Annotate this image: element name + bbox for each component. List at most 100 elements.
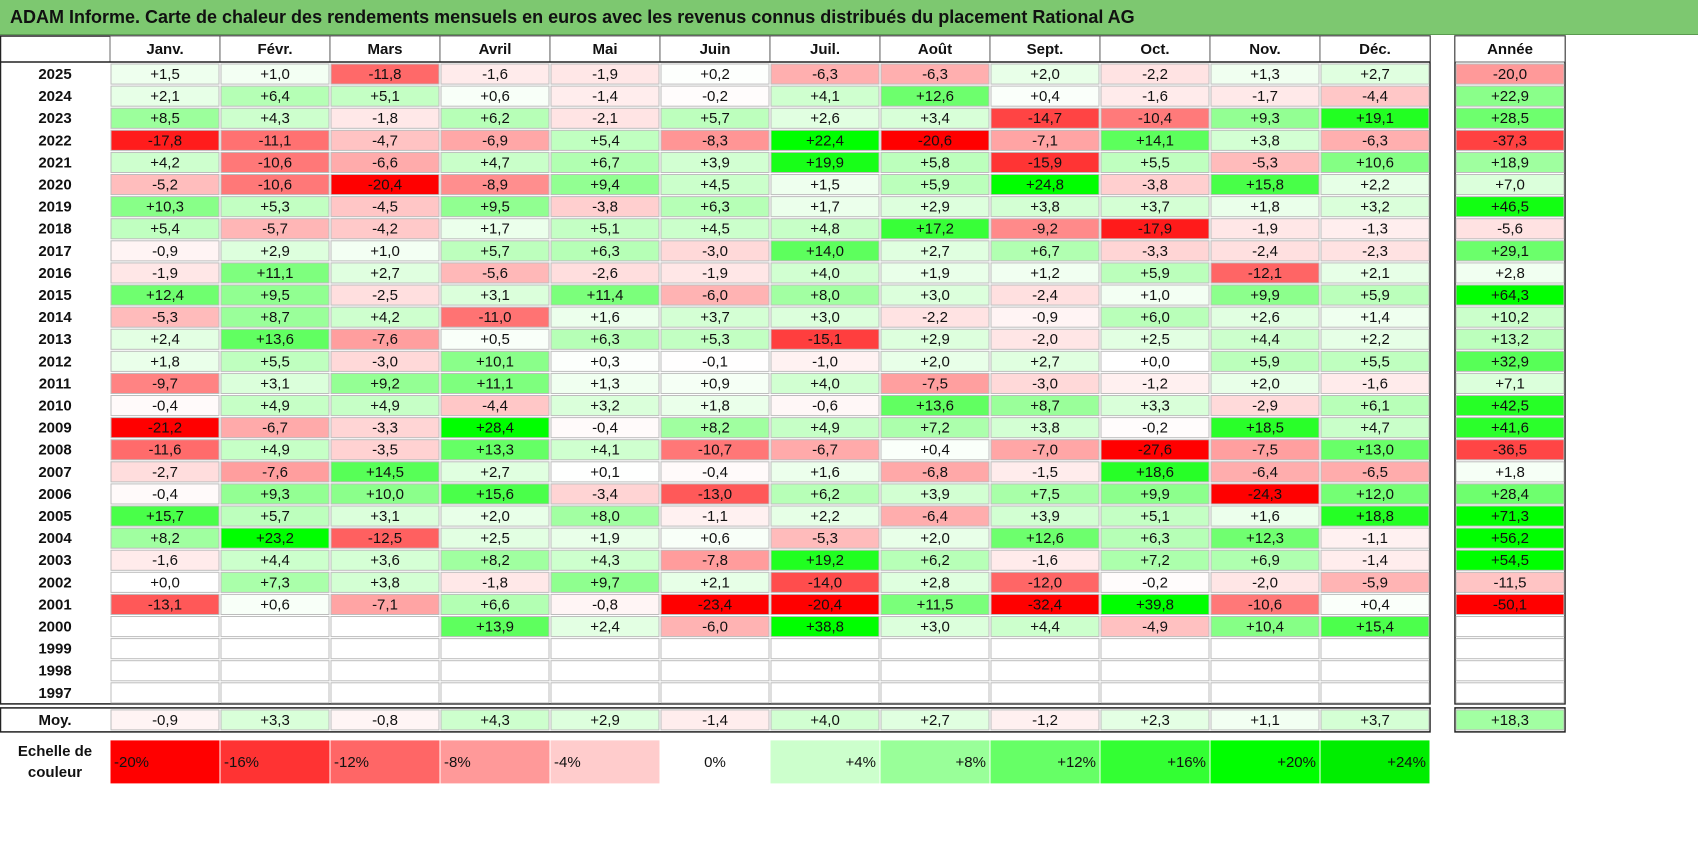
heat-cell bbox=[220, 417, 330, 439]
heat-cell bbox=[550, 85, 660, 107]
row-year-label: 2001 bbox=[38, 596, 71, 613]
cell-value: -12,5 bbox=[368, 530, 402, 547]
cell-value: +2,6 bbox=[1250, 309, 1280, 326]
annual-cell bbox=[1455, 129, 1565, 151]
cell-value: +4,3 bbox=[260, 110, 290, 127]
column-header: Sept. bbox=[1027, 41, 1064, 58]
heat-cell bbox=[880, 262, 990, 284]
cell-value: -2,4 bbox=[1252, 243, 1278, 260]
heat-cell bbox=[770, 483, 880, 505]
heat-cell bbox=[770, 395, 880, 417]
title-bar: ADAM Informe. Carte de chaleur des rende… bbox=[0, 0, 1698, 35]
heat-cell bbox=[990, 85, 1100, 107]
heat-cell bbox=[220, 571, 330, 593]
cell-value: +8,2 bbox=[480, 552, 510, 569]
heat-cell bbox=[880, 660, 990, 682]
cell-value: -23,4 bbox=[698, 596, 732, 613]
cell-value: -1,9 bbox=[152, 265, 178, 282]
cell-value: -14,0 bbox=[808, 574, 842, 591]
row-year-label: 2020 bbox=[38, 177, 71, 194]
heat-cell bbox=[660, 549, 770, 571]
heat-cell bbox=[330, 439, 440, 461]
scale-swatch bbox=[1319, 739, 1431, 785]
column-header: Janv. bbox=[146, 41, 183, 58]
heat-cell bbox=[1320, 174, 1430, 196]
row-year-label: 2014 bbox=[38, 309, 72, 326]
row-year-label: 2024 bbox=[38, 88, 72, 105]
heat-cell bbox=[110, 196, 220, 218]
heat-cell bbox=[770, 571, 880, 593]
heat-cell bbox=[660, 240, 770, 262]
annual-cell bbox=[1455, 527, 1565, 549]
heat-cell bbox=[770, 306, 880, 328]
cell-value: -3,8 bbox=[592, 199, 618, 216]
cell-value: +1,7 bbox=[810, 199, 840, 216]
heat-cell bbox=[550, 218, 660, 240]
cell-value: +8,2 bbox=[150, 530, 180, 547]
heat-cell bbox=[550, 505, 660, 527]
cell-value: +0,9 bbox=[700, 375, 730, 392]
heat-cell bbox=[220, 395, 330, 417]
annual-cell bbox=[1455, 682, 1565, 704]
cell-value: +2,0 bbox=[480, 508, 510, 525]
cell-value: +2,9 bbox=[920, 199, 950, 216]
cell-value: +5,7 bbox=[700, 110, 730, 127]
scale-swatch bbox=[659, 739, 771, 785]
cell-value: -7,8 bbox=[702, 552, 728, 569]
heat-cell bbox=[990, 262, 1100, 284]
cell-value: +8,0 bbox=[590, 508, 620, 525]
heat-cell bbox=[330, 328, 440, 350]
cell-value: -21,2 bbox=[148, 420, 182, 437]
heat-cell bbox=[1100, 129, 1210, 151]
cell-value: -13,1 bbox=[148, 596, 182, 613]
row-year-label: 1997 bbox=[38, 685, 71, 702]
heat-cell bbox=[990, 527, 1100, 549]
heat-cell bbox=[660, 196, 770, 218]
annual-cell bbox=[1455, 284, 1565, 306]
heat-cell bbox=[1100, 439, 1210, 461]
heat-cell bbox=[770, 218, 880, 240]
cell-value: +1,0 bbox=[1140, 287, 1170, 304]
cell-value: -0,9 bbox=[1032, 309, 1058, 326]
heat-cell bbox=[110, 129, 220, 151]
heat-cell bbox=[550, 107, 660, 129]
page-title: ADAM Informe. Carte de chaleur des rende… bbox=[10, 7, 1135, 27]
heat-cell bbox=[330, 638, 440, 660]
cell-value: -4,5 bbox=[372, 199, 398, 216]
scale-swatch bbox=[1209, 739, 1321, 785]
heat-cell bbox=[330, 660, 440, 682]
average-value: +4,0 bbox=[810, 712, 840, 729]
cell-value: +7,3 bbox=[260, 574, 290, 591]
cell-value: -2,2 bbox=[922, 309, 948, 326]
cell-value: -6,0 bbox=[702, 287, 728, 304]
cell-value: -5,3 bbox=[812, 530, 838, 547]
column-header-cell bbox=[879, 35, 991, 63]
scale-swatch bbox=[439, 739, 551, 785]
heat-cell bbox=[660, 505, 770, 527]
heat-cell bbox=[330, 527, 440, 549]
heat-cell bbox=[220, 129, 330, 151]
heat-cell bbox=[440, 306, 550, 328]
heat-cell bbox=[440, 372, 550, 394]
heat-cell bbox=[770, 417, 880, 439]
cell-value: -1,0 bbox=[812, 353, 838, 370]
heat-cell bbox=[220, 306, 330, 328]
heat-cell bbox=[330, 240, 440, 262]
heat-cell bbox=[1210, 616, 1320, 638]
row-year-label: 2023 bbox=[38, 110, 71, 127]
cell-value: +3,0 bbox=[810, 309, 840, 326]
cell-value: -3,4 bbox=[592, 486, 618, 503]
heat-cell bbox=[550, 527, 660, 549]
heat-cell bbox=[770, 85, 880, 107]
heat-cell bbox=[1100, 218, 1210, 240]
cell-value: +2,7 bbox=[920, 243, 950, 260]
heat-cell bbox=[220, 505, 330, 527]
cell-value: -7,1 bbox=[372, 596, 398, 613]
cell-value: +5,9 bbox=[1250, 353, 1280, 370]
heat-cell bbox=[1210, 262, 1320, 284]
column-header-cell bbox=[1209, 35, 1321, 63]
heat-cell bbox=[330, 196, 440, 218]
cell-value: -6,7 bbox=[812, 442, 838, 459]
heat-cell bbox=[880, 350, 990, 372]
heat-cell bbox=[110, 571, 220, 593]
